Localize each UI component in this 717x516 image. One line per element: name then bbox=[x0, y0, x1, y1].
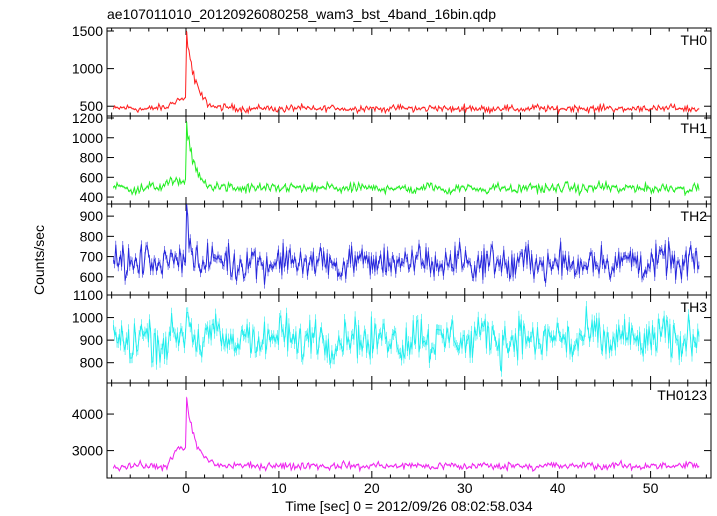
x-tick-label: 40 bbox=[550, 480, 566, 496]
y-tick-label-TH3: 1000 bbox=[72, 310, 103, 326]
panel-label-TH3: TH3 bbox=[681, 299, 708, 315]
x-tick-label: 50 bbox=[643, 480, 659, 496]
y-tick-label-TH1: 600 bbox=[80, 169, 104, 185]
y-tick-label-TH3: 1100 bbox=[73, 287, 103, 303]
panel-label-TH0: TH0 bbox=[681, 32, 708, 48]
y-tick-label-TH0123: 4000 bbox=[72, 406, 103, 422]
series-group-TH0 bbox=[113, 30, 700, 115]
y-tick-label-TH1: 1200 bbox=[72, 110, 103, 126]
x-axis-label: Time [sec] 0 = 2012/09/26 08:02:58.034 bbox=[285, 498, 533, 514]
series-group-TH2 bbox=[113, 204, 700, 289]
series-group-TH1 bbox=[113, 121, 700, 197]
y-tick-label-TH3: 800 bbox=[80, 355, 104, 371]
series-group-TH3 bbox=[113, 301, 700, 377]
x-tick-label: 30 bbox=[457, 480, 473, 496]
error-bars-TH0 bbox=[113, 30, 700, 115]
y-tick-label-TH1: 400 bbox=[80, 189, 104, 205]
y-tick-label-TH2: 800 bbox=[80, 228, 104, 244]
y-tick-label-TH2: 600 bbox=[80, 269, 104, 285]
y-tick-label-TH0: 1000 bbox=[72, 61, 103, 77]
panel-label-TH0123: TH0123 bbox=[657, 387, 707, 403]
panel-frame-TH0 bbox=[106, 27, 712, 117]
y-tick-label-TH2: 900 bbox=[80, 208, 104, 224]
panel-label-TH2: TH2 bbox=[681, 208, 708, 224]
x-tick-label: 20 bbox=[364, 480, 380, 496]
series-line-TH0123 bbox=[113, 397, 700, 473]
x-tick-label: 10 bbox=[271, 480, 287, 496]
series-line-TH3 bbox=[113, 306, 700, 372]
series-line-TH0 bbox=[113, 31, 700, 115]
y-tick-label-TH0: 1500 bbox=[72, 23, 103, 39]
panel-label-TH1: TH1 bbox=[681, 120, 708, 136]
y-tick-label-TH1: 800 bbox=[80, 150, 104, 166]
panels-group: 50010001500TH040060080010001200TH1600700… bbox=[72, 23, 712, 496]
y-tick-label-TH3: 900 bbox=[80, 332, 104, 348]
panel-frame-TH0123 bbox=[106, 382, 712, 479]
series-line-TH2 bbox=[113, 204, 700, 285]
x-tick-label: 0 bbox=[182, 480, 190, 496]
y-tick-label-TH1: 1000 bbox=[72, 130, 103, 146]
error-bars-TH1 bbox=[113, 121, 700, 196]
chart-title: ae107011010_20120926080258_wam3_bst_4ban… bbox=[107, 6, 496, 22]
y-tick-label-TH0123: 3000 bbox=[72, 443, 103, 459]
y-tick-label-TH0: 500 bbox=[80, 98, 104, 114]
y-tick-label-TH2: 700 bbox=[80, 249, 104, 265]
series-line-TH1 bbox=[113, 122, 700, 197]
y-axis-label: Counts/sec bbox=[31, 225, 47, 295]
series-group-TH0123 bbox=[113, 396, 700, 473]
error-bars-TH0123 bbox=[113, 396, 700, 472]
